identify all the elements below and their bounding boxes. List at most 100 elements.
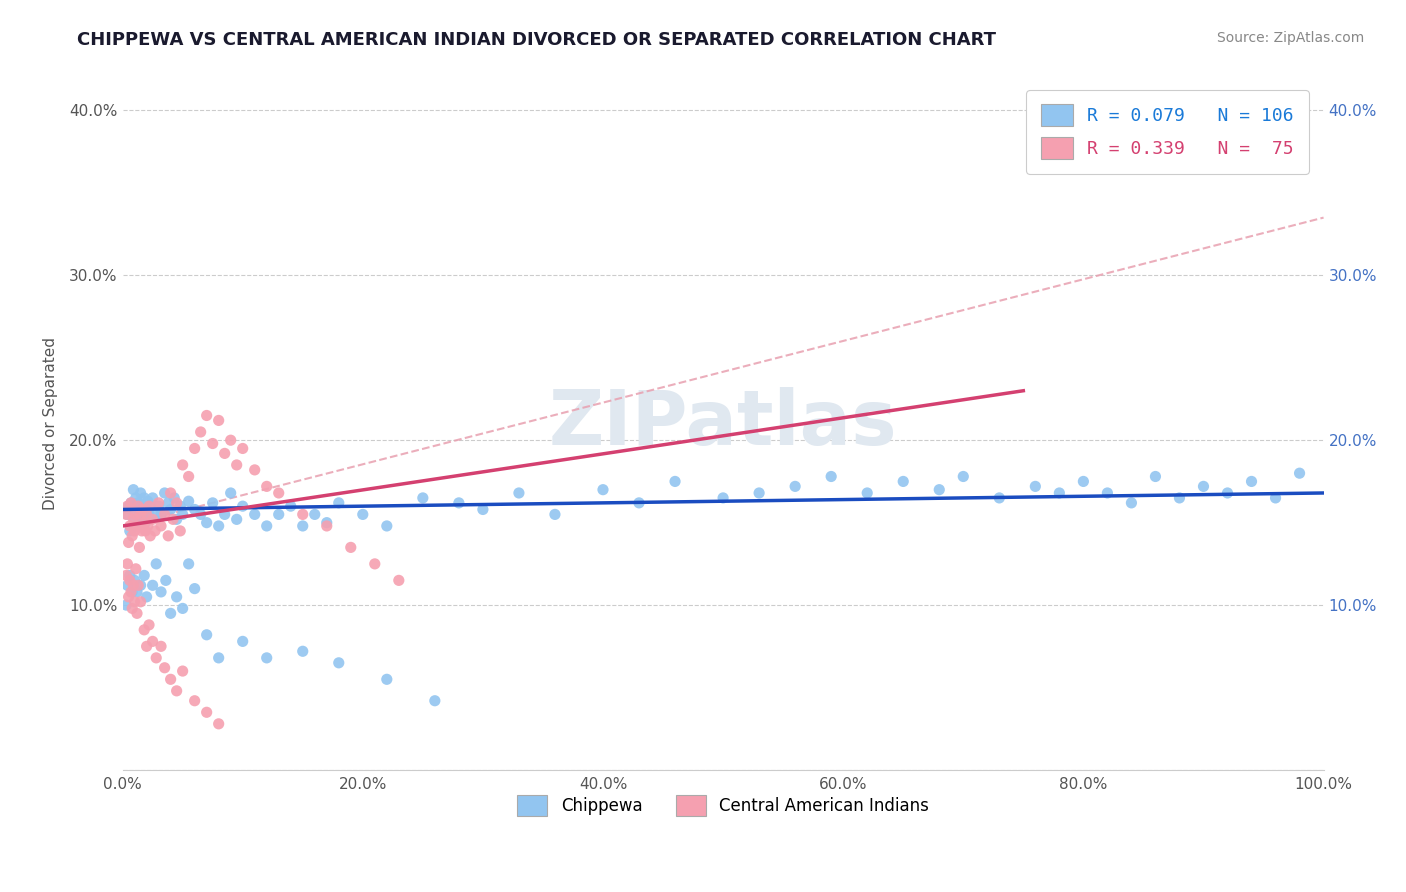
- Point: [124, 524, 146, 538]
- Point: [125, 491, 148, 505]
- Point: [163, 491, 186, 505]
- Point: [208, 519, 231, 533]
- Point: [128, 508, 150, 522]
- Point: [159, 502, 181, 516]
- Point: [214, 508, 236, 522]
- Point: [315, 519, 337, 533]
- Y-axis label: Divorced or Separated: Divorced or Separated: [44, 337, 58, 510]
- Point: [169, 499, 191, 513]
- Point: [195, 516, 218, 530]
- Point: [125, 519, 148, 533]
- Point: [134, 623, 156, 637]
- Point: [117, 590, 139, 604]
- Point: [195, 706, 218, 720]
- Legend: Chippewa, Central American Indians: Chippewa, Central American Indians: [509, 787, 938, 824]
- Point: [143, 524, 166, 538]
- Point: [138, 508, 160, 522]
- Point: [785, 479, 807, 493]
- Point: [267, 486, 290, 500]
- Point: [423, 694, 446, 708]
- Point: [117, 508, 139, 522]
- Point: [145, 651, 167, 665]
- Point: [471, 502, 494, 516]
- Point: [201, 496, 224, 510]
- Point: [183, 582, 205, 596]
- Point: [375, 673, 398, 687]
- Point: [139, 529, 162, 543]
- Point: [124, 574, 146, 588]
- Point: [280, 499, 302, 513]
- Point: [177, 557, 200, 571]
- Point: [1144, 469, 1167, 483]
- Point: [115, 568, 138, 582]
- Point: [125, 519, 148, 533]
- Point: [388, 574, 411, 588]
- Point: [157, 496, 180, 510]
- Point: [145, 557, 167, 571]
- Point: [166, 512, 188, 526]
- Point: [339, 541, 361, 555]
- Point: [183, 442, 205, 456]
- Point: [118, 574, 141, 588]
- Point: [117, 499, 139, 513]
- Point: [134, 516, 156, 530]
- Point: [208, 413, 231, 427]
- Point: [129, 486, 152, 500]
- Point: [122, 512, 145, 526]
- Point: [117, 535, 139, 549]
- Point: [162, 512, 184, 526]
- Point: [1121, 496, 1143, 510]
- Point: [125, 508, 148, 522]
- Point: [256, 651, 278, 665]
- Point: [118, 568, 141, 582]
- Point: [214, 446, 236, 460]
- Point: [291, 508, 314, 522]
- Point: [121, 601, 143, 615]
- Point: [748, 486, 770, 500]
- Point: [118, 519, 141, 533]
- Point: [219, 434, 242, 448]
- Point: [131, 524, 153, 538]
- Point: [153, 486, 176, 500]
- Point: [128, 541, 150, 555]
- Point: [122, 578, 145, 592]
- Point: [508, 486, 530, 500]
- Point: [134, 524, 156, 538]
- Point: [117, 499, 139, 513]
- Point: [952, 469, 974, 483]
- Point: [121, 502, 143, 516]
- Point: [148, 496, 170, 510]
- Point: [291, 644, 314, 658]
- Point: [159, 673, 181, 687]
- Point: [256, 479, 278, 493]
- Point: [291, 519, 314, 533]
- Point: [315, 516, 337, 530]
- Point: [592, 483, 614, 497]
- Point: [183, 694, 205, 708]
- Point: [328, 496, 350, 510]
- Point: [143, 508, 166, 522]
- Point: [225, 512, 247, 526]
- Point: [208, 716, 231, 731]
- Point: [891, 475, 914, 489]
- Point: [256, 519, 278, 533]
- Point: [132, 508, 155, 522]
- Point: [153, 508, 176, 522]
- Point: [172, 664, 194, 678]
- Point: [127, 578, 149, 592]
- Point: [190, 425, 212, 439]
- Point: [1264, 491, 1286, 505]
- Point: [115, 508, 138, 522]
- Point: [124, 595, 146, 609]
- Point: [1097, 486, 1119, 500]
- Point: [627, 496, 650, 510]
- Point: [139, 499, 162, 513]
- Point: [148, 499, 170, 513]
- Point: [190, 508, 212, 522]
- Point: [1216, 486, 1239, 500]
- Point: [232, 499, 254, 513]
- Point: [125, 562, 148, 576]
- Point: [412, 491, 434, 505]
- Point: [328, 656, 350, 670]
- Point: [1192, 479, 1215, 493]
